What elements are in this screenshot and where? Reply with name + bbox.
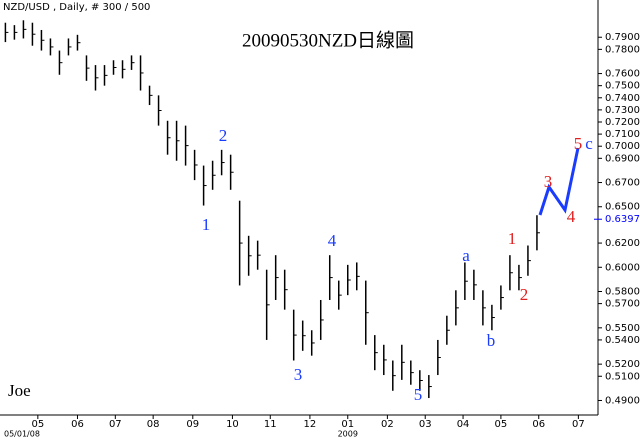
y-tick-label: 0.7800 — [605, 44, 640, 55]
chart-title: 20090530NZD日線圖 — [242, 29, 414, 51]
x-tick-label: 11 — [264, 419, 277, 430]
wave-label: 2 — [219, 126, 228, 145]
x-tick-label: 07 — [572, 419, 585, 430]
y-tick-label: 0.5700 — [605, 299, 640, 310]
y-tick-label: 0.7300 — [605, 105, 640, 116]
y-tick-label: 0.5400 — [605, 335, 640, 346]
y-tick-label: 0.7000 — [605, 141, 640, 152]
author: Joe — [8, 381, 31, 400]
x-tick-label: 02 — [381, 419, 394, 430]
y-tick-label: 0.7100 — [605, 129, 640, 140]
y-tick-label: 0.5500 — [605, 323, 640, 334]
y-tick-label: 0.6200 — [605, 238, 640, 249]
x-tick-label: 10 — [226, 419, 239, 430]
x-tick-label: 04 — [457, 419, 470, 430]
y-tick-label: 0.6900 — [605, 153, 640, 164]
y-tick-label: 0.5200 — [605, 359, 640, 370]
x-tick-label: 08 — [147, 419, 160, 430]
projection — [538, 147, 580, 216]
x-tick-label: 05 — [31, 419, 44, 430]
x-tick-label: 03 — [419, 419, 432, 430]
last-price-label: 0.6397 — [605, 214, 640, 225]
x-tick-label: 06 — [532, 419, 545, 430]
wave-label: 1 — [202, 215, 211, 234]
wave-label: 3 — [294, 365, 303, 384]
x-tick-label: 12 — [304, 419, 317, 430]
wave-label: 1 — [508, 229, 517, 248]
wave-label: a — [462, 246, 470, 265]
x-tick-label: 01 — [341, 419, 354, 430]
subtitle: NZD/USD , Daily, # 300 / 500 — [3, 2, 150, 13]
wave-label: 5 — [414, 385, 423, 404]
y-tick-label: 0.7400 — [605, 93, 640, 104]
wave-label: 4 — [328, 231, 337, 250]
y-tick-label: 0.7500 — [605, 81, 640, 92]
x-tick-label: 06 — [71, 419, 84, 430]
x-tick-label: 05 — [495, 419, 508, 430]
y-tick-label: 0.6000 — [605, 262, 640, 273]
x-sublabel: 2009 — [338, 430, 358, 439]
y-tick-label: 0.5800 — [605, 287, 640, 298]
x-tick-label: 07 — [109, 419, 122, 430]
y-tick-label: 0.7900 — [605, 32, 640, 43]
wave-label: c — [585, 134, 593, 153]
wave-label: 4 — [567, 207, 576, 226]
y-tick-label: 0.5100 — [605, 371, 640, 382]
y-tick-label: 0.4900 — [605, 395, 640, 406]
y-tick-label: 0.7200 — [605, 117, 640, 128]
y-tick-label: 0.7600 — [605, 69, 640, 80]
wave-label: 2 — [520, 285, 529, 304]
wave-label: 5 — [574, 134, 583, 153]
x-sublabel: 05/01/08 — [4, 430, 40, 439]
y-tick-label: 0.6700 — [605, 178, 640, 189]
y-tick-label: 0.6500 — [605, 202, 640, 213]
x-tick-label: 09 — [186, 419, 199, 430]
wave-label: 3 — [544, 172, 553, 191]
wave-label: b — [487, 331, 496, 350]
